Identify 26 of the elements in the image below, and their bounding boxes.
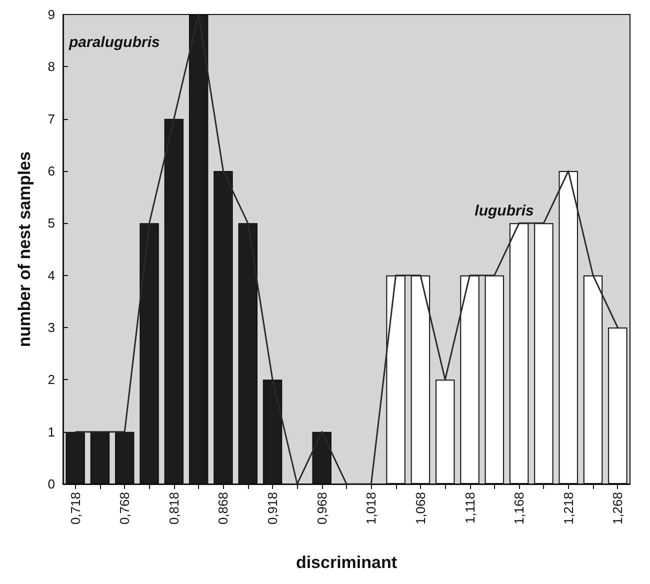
x-tick-label: 0,918	[265, 492, 280, 525]
x-tick-label: 1,218	[560, 492, 576, 525]
series-label: lugubris	[474, 202, 534, 220]
y-axis-title: number of nest samples	[15, 151, 34, 348]
x-tick-label: 1,168	[512, 492, 527, 525]
x-tick-label: 0,818	[166, 492, 182, 525]
x-tick-label: 0,718	[68, 492, 83, 525]
x-tick-label: 0,868	[216, 492, 231, 525]
y-tick-label: 7	[48, 111, 55, 126]
y-tick-label: 3	[48, 320, 55, 335]
x-axis-title: discriminant	[296, 553, 398, 572]
y-tick-label: 9	[48, 7, 55, 22]
y-tick-label: 0	[48, 476, 55, 492]
y-tick-label: 1	[48, 424, 55, 440]
y-tick-label: 6	[48, 164, 55, 178]
y-tick-label: 4	[48, 268, 55, 283]
x-tick-label: 1,268	[610, 492, 626, 525]
y-tick-label: 8	[48, 59, 55, 74]
y-tick-label: 2	[48, 372, 55, 388]
y-tick-label: 5	[48, 216, 55, 231]
x-tick-label: 0,968	[314, 492, 330, 525]
x-tick-label: 0,768	[117, 492, 132, 525]
x-tick-label: 1,068	[412, 492, 428, 525]
x-tick-label: 1,118	[462, 492, 478, 524]
x-tick-label: 1,018	[364, 492, 379, 525]
series-label: paralugubris	[68, 34, 160, 51]
